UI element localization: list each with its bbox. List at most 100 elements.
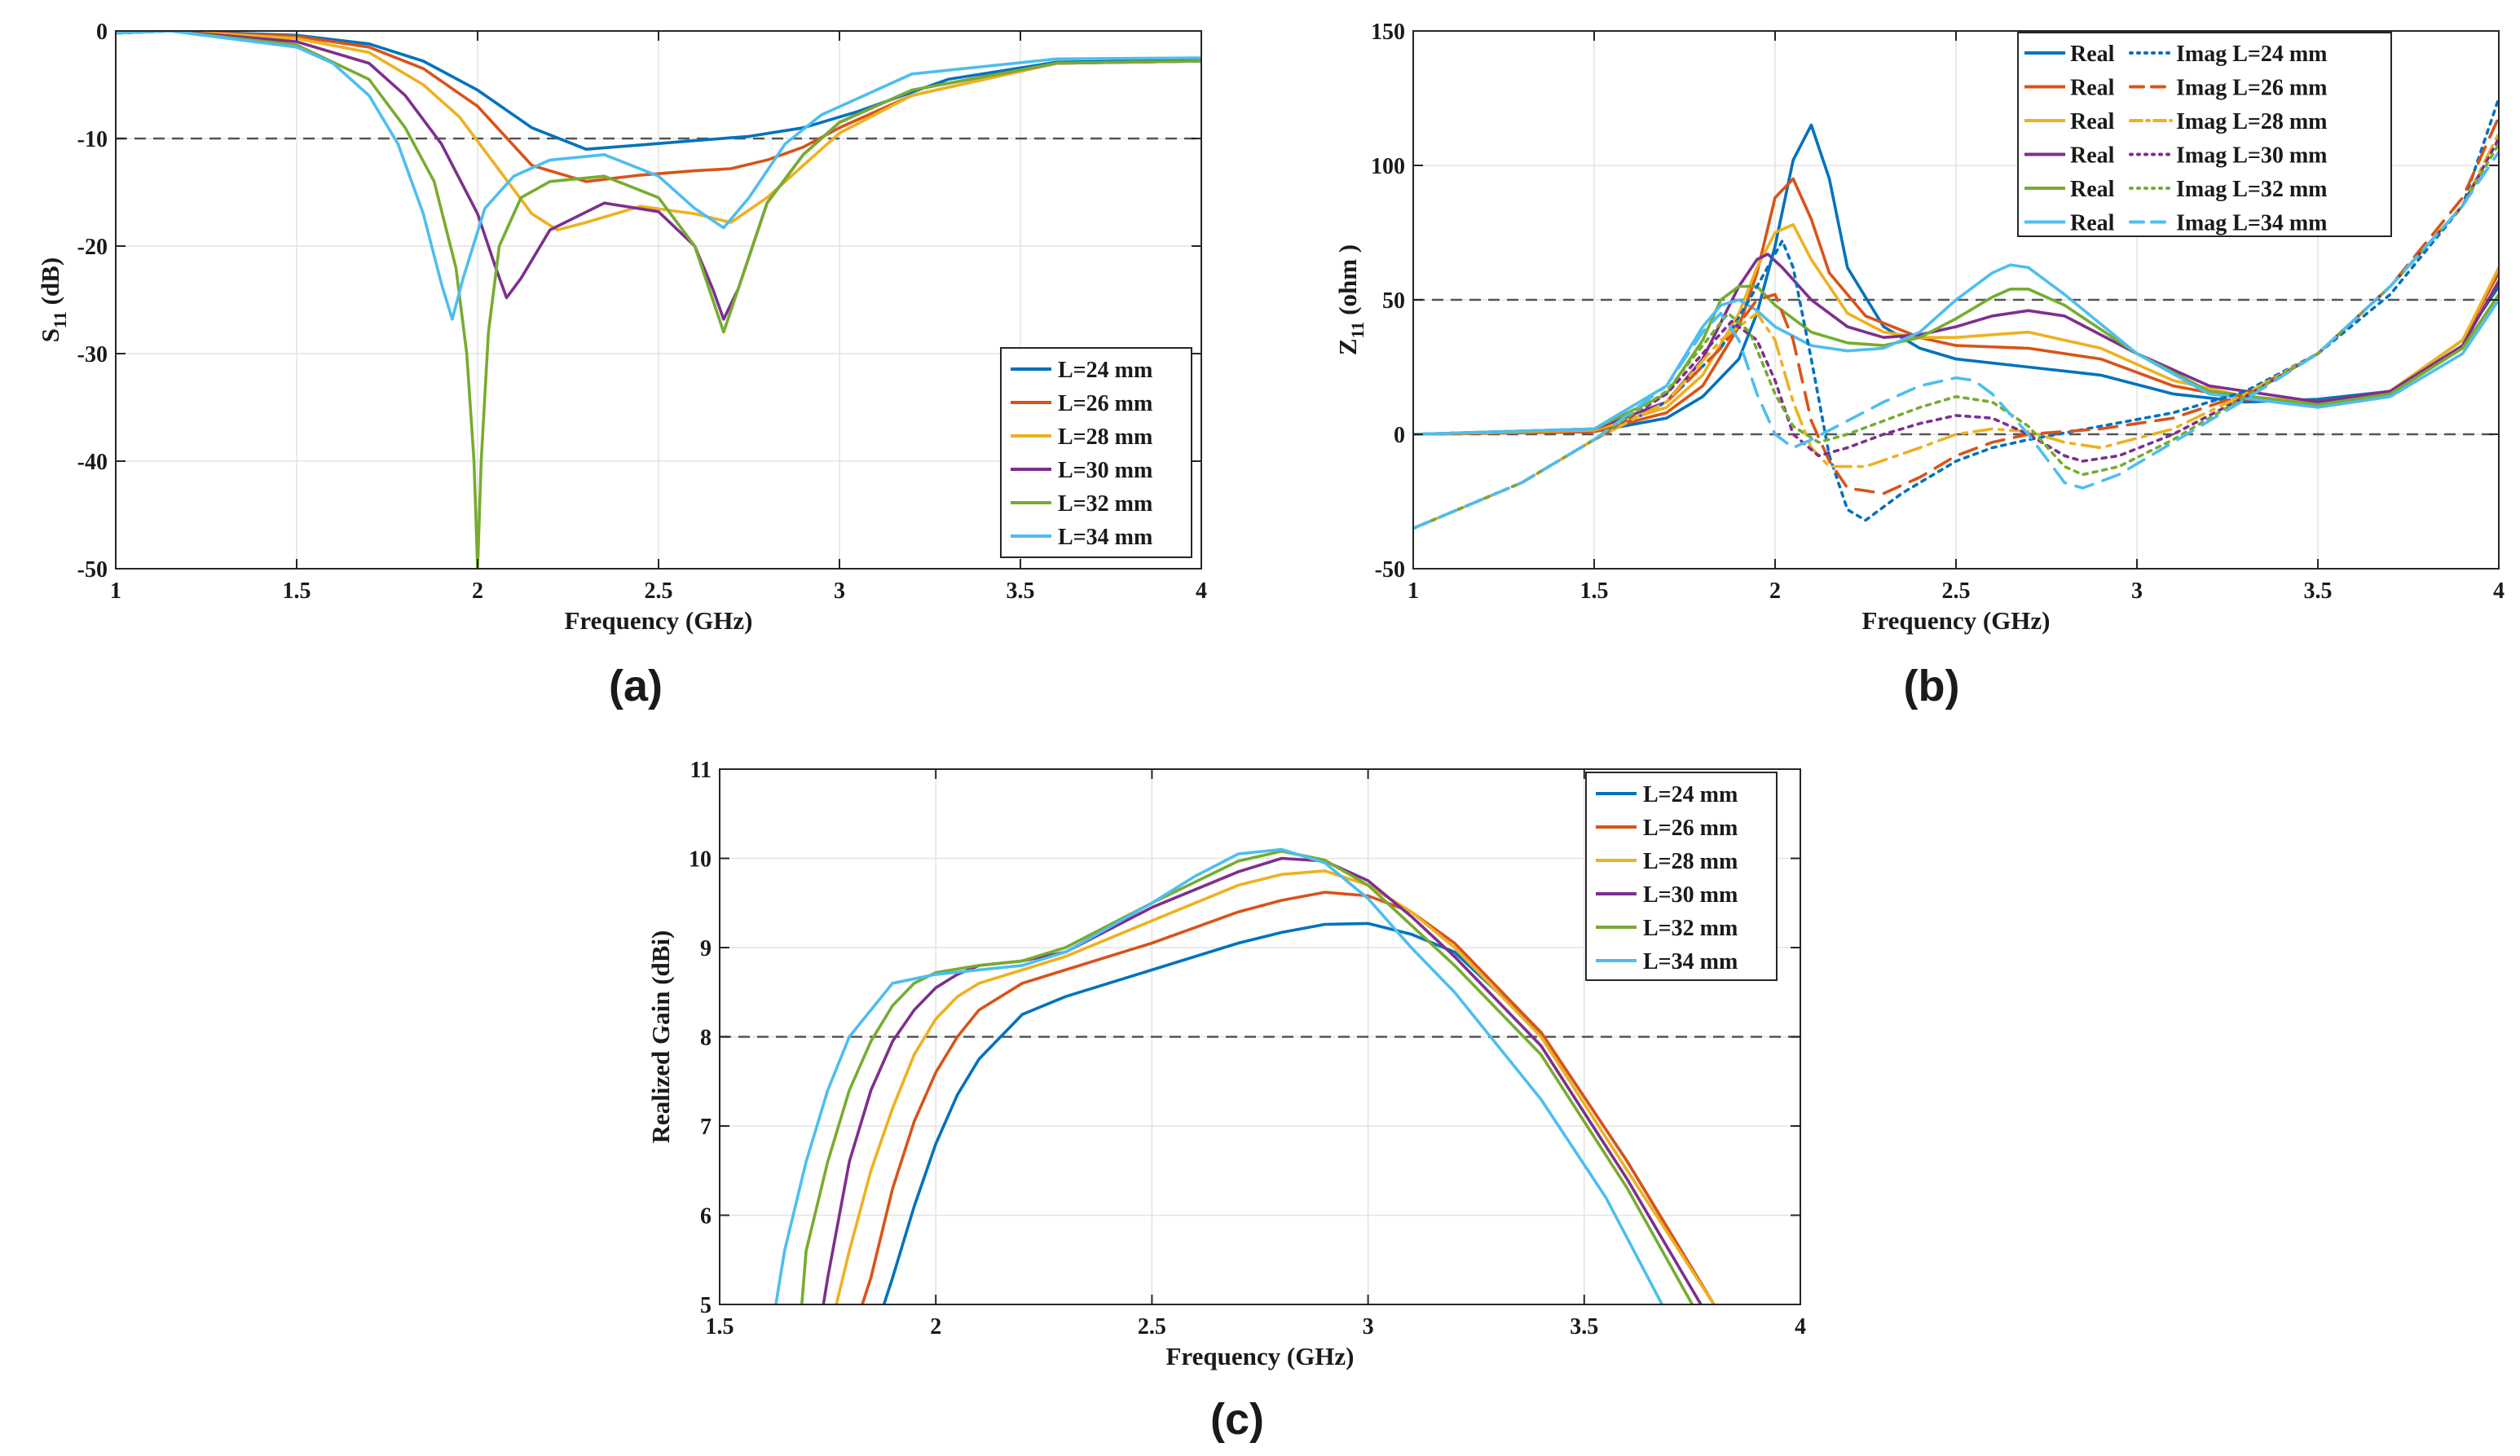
series-line-l-34-mm [116, 31, 1201, 321]
x-tick-label: 3.5 [2304, 578, 2333, 604]
series-group [116, 31, 1201, 569]
y-tick-label: -50 [1375, 557, 1405, 583]
y-tick-label: 7 [700, 1115, 712, 1140]
y-axis-title-main: Z [1333, 338, 1362, 355]
legend-entry: L=28 mm [1643, 849, 1738, 874]
chart-panel-a: 1 1.5 2 2.5 3 3.5 4 -50 -40 -30 -20 -10 0 Frequency (… [36, 20, 1207, 710]
y-tick-label: -20 [77, 235, 108, 260]
x-tick-label: 1.5 [706, 1314, 734, 1339]
legend-entry-imag: Imag L=30 mm [2176, 143, 2328, 169]
y-tick-label: -30 [77, 342, 108, 367]
series-line-l-24-mm [882, 922, 1716, 1304]
y-tick-label: 9 [700, 936, 712, 961]
x-tick-label: 2.5 [1138, 1314, 1166, 1339]
y-axis-title: S11 (dB) [36, 257, 70, 342]
legend-entry: L=26 mm [1058, 391, 1152, 416]
legend-entry-real: Real [2070, 143, 2115, 169]
x-axis-title: Frequency (GHz) [1165, 1342, 1354, 1370]
series-line-l-26-mm [861, 891, 1716, 1304]
x-tick-label: 4 [1795, 1314, 1806, 1339]
series-line-l-32-mm [116, 31, 1201, 569]
x-tick-label: 1 [110, 578, 121, 604]
y-tick-label: 8 [700, 1026, 712, 1051]
y-tick-label: -50 [77, 557, 108, 583]
y-tick-label: 0 [96, 20, 108, 45]
series-line-l-34-mm [774, 847, 1664, 1304]
y-tick-label: -10 [77, 127, 108, 152]
legend-entry-real: Real [2070, 42, 2115, 67]
y-axis-title-subscript: 11 [1347, 322, 1368, 339]
x-tick-label: 3.5 [1570, 1314, 1598, 1339]
y-axis-title-unit: (dB) [36, 257, 64, 311]
series-group [774, 847, 1716, 1304]
x-tick-label: 3 [834, 578, 845, 604]
x-tick-label: 1.5 [1580, 578, 1609, 604]
y-tick-label: 5 [700, 1293, 712, 1318]
x-axis-title: Frequency (GHz) [1861, 606, 2050, 635]
legend-entry: L=24 mm [1643, 782, 1738, 807]
legend-entry-real: Real [2070, 177, 2115, 202]
x-tick-label: 4 [2493, 578, 2505, 604]
legend-entry: L=28 mm [1058, 424, 1152, 450]
series-line-imag-imag-l-32-mm [1413, 142, 2499, 530]
legend-entry: L=24 mm [1058, 358, 1152, 383]
legend-entry: L=30 mm [1643, 882, 1738, 908]
y-axis-title-subscript: 11 [50, 311, 70, 328]
x-tick-label: 3 [2131, 578, 2143, 604]
series-line-l-28-mm [835, 869, 1716, 1304]
y-axis-title-main: S [36, 328, 64, 342]
y-tick-label: 150 [1371, 20, 1405, 45]
x-tick-label: 3.5 [1007, 578, 1035, 604]
x-tick-label: 2.5 [645, 578, 673, 604]
x-tick-label: 4 [1196, 578, 1207, 604]
y-tick-label: 50 [1382, 288, 1405, 314]
x-axis-title: Frequency (GHz) [564, 606, 752, 635]
y-tick-label: 6 [700, 1204, 712, 1229]
legend-entry: L=32 mm [1058, 491, 1152, 517]
legend-entry: L=34 mm [1058, 525, 1152, 550]
legend-entry-real: Real [2070, 76, 2115, 101]
series-line-imag-imag-l-24-mm [1413, 96, 2499, 530]
chart-panel-b: 1 1.5 2 2.5 3 3.5 4 -50 0 50 100 150 Frequency (GHz)… [1333, 20, 2505, 710]
x-tick-label: 2 [1769, 578, 1781, 604]
series-group [1413, 96, 2499, 530]
legend-entry-imag: Imag L=34 mm [2176, 211, 2328, 236]
y-tick-label: 100 [1371, 154, 1405, 179]
legend-entry-imag: Imag L=24 mm [2176, 42, 2328, 67]
legend-entry-imag: Imag L=26 mm [2176, 76, 2328, 101]
legend-entry-real: Real [2070, 211, 2115, 236]
y-axis-title-unit: (ohm ) [1333, 244, 1362, 322]
series-line-l-32-mm [800, 849, 1694, 1304]
legend-entry: L=26 mm [1643, 816, 1738, 841]
legend-entry: L=32 mm [1643, 916, 1738, 941]
series-line-l-26-mm [116, 31, 1201, 183]
legend-entry-imag: Imag L=32 mm [2176, 177, 2328, 202]
legend-entry-imag: Imag L=28 mm [2176, 109, 2328, 134]
x-tick-label: 2.5 [1942, 578, 1971, 604]
series-line-imag-imag-l-28-mm [1413, 131, 2499, 530]
series-line-real-real-l-34-mm [1413, 263, 2499, 436]
x-tick-label: 2 [472, 578, 483, 604]
x-tick-label: 2 [930, 1314, 941, 1339]
y-tick-label: 11 [690, 758, 712, 783]
legend-entry: L=34 mm [1643, 949, 1738, 974]
y-tick-label: -40 [77, 450, 108, 475]
y-tick-label: 0 [1394, 423, 1405, 448]
y-axis-title: Realized Gain (dBi) [646, 930, 675, 1144]
y-tick-label: 10 [689, 847, 712, 873]
legend-box [2017, 32, 2392, 237]
panel-label: (c) [1210, 1395, 1264, 1444]
legend-entry-real: Real [2070, 109, 2115, 134]
x-tick-label: 1 [1408, 578, 1419, 604]
legend-box [1585, 772, 1778, 981]
chart-panel-c: 1.5 2 2.5 3 3.5 4 5 6 7 8 9 10 11 Frequency (GHz) Real… [646, 758, 1806, 1444]
x-tick-label: 1.5 [283, 578, 311, 604]
legend-entry: L=30 mm [1058, 458, 1152, 483]
series-line-l-28-mm [116, 31, 1201, 232]
panel-label: (b) [1904, 662, 1960, 710]
panel-label: (a) [609, 662, 663, 710]
x-tick-label: 3 [1363, 1314, 1374, 1339]
y-axis-title: Z11 (ohm ) [1333, 244, 1368, 355]
